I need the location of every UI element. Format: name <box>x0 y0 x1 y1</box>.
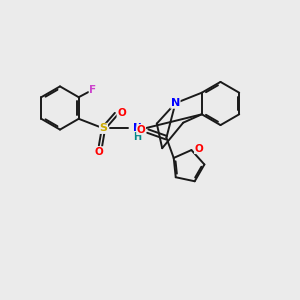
Text: H: H <box>133 132 142 142</box>
Text: N: N <box>171 98 180 108</box>
Text: O: O <box>194 144 203 154</box>
Text: F: F <box>89 85 96 95</box>
Text: O: O <box>117 107 126 118</box>
Text: O: O <box>137 124 146 135</box>
Text: N: N <box>133 123 142 134</box>
Text: O: O <box>94 147 103 157</box>
Text: S: S <box>100 123 107 134</box>
